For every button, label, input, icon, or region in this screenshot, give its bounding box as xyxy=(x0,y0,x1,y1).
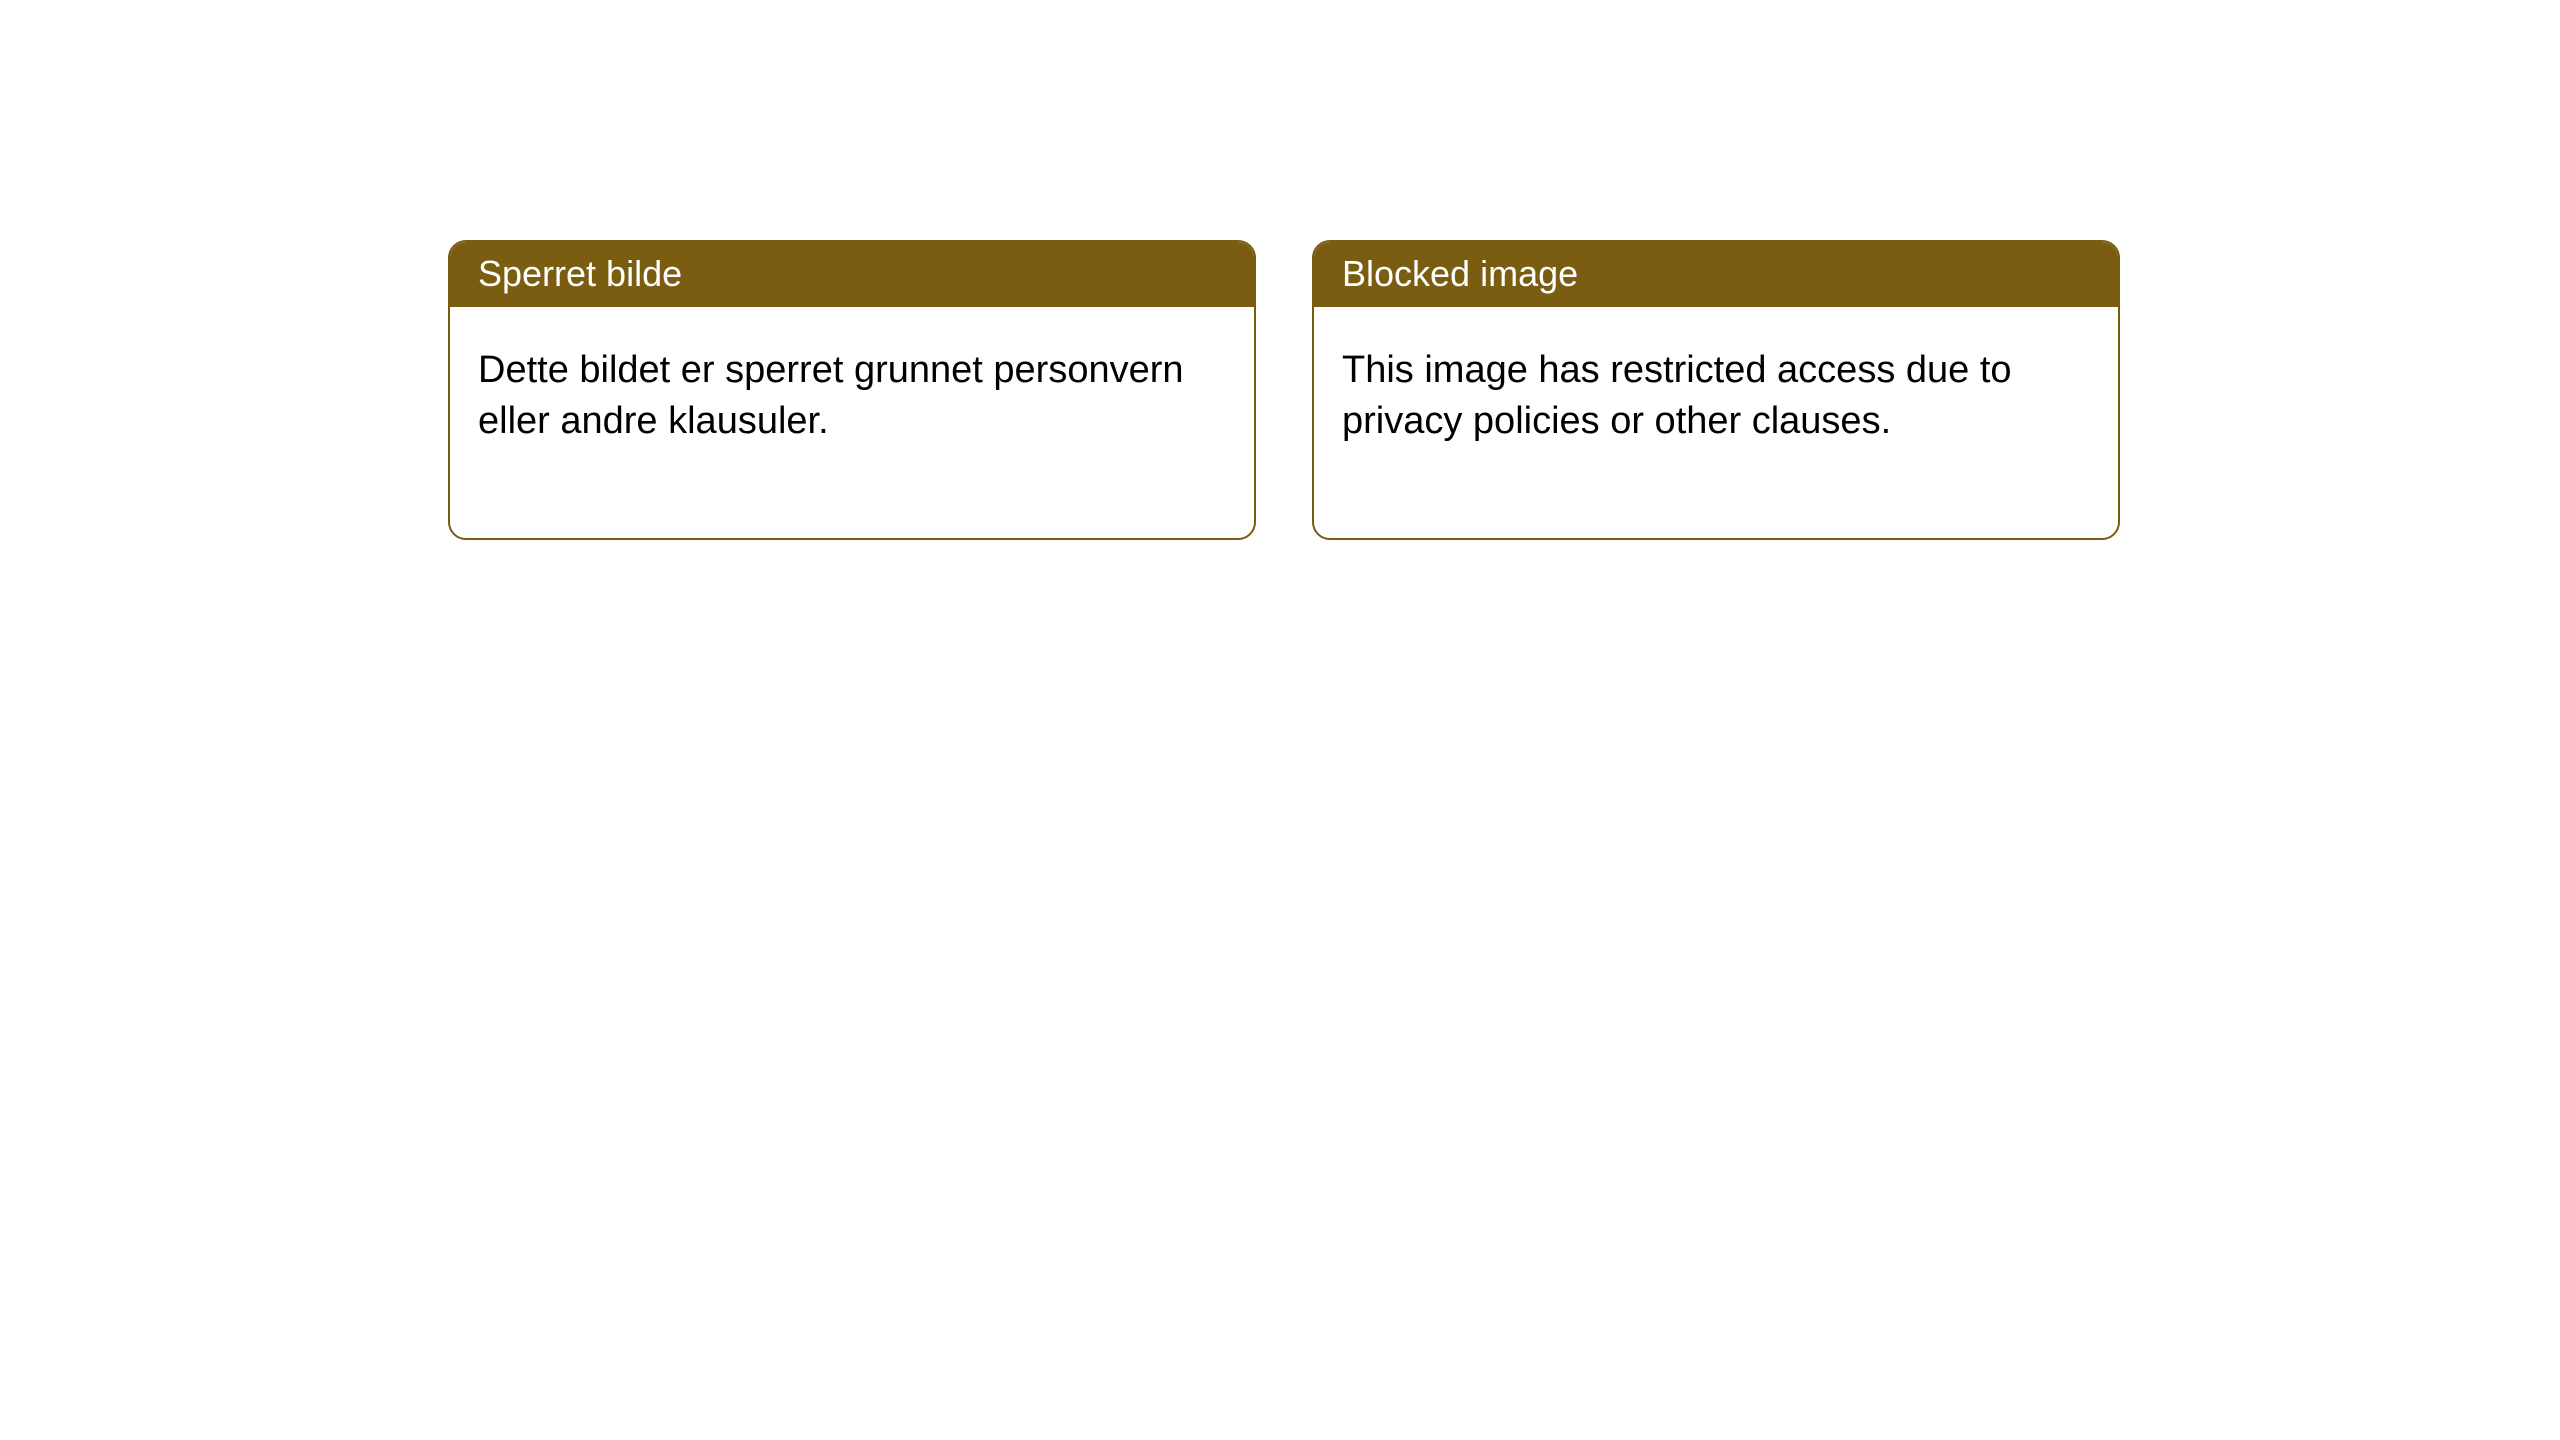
notice-body: Dette bildet er sperret grunnet personve… xyxy=(450,307,1254,538)
notice-body: This image has restricted access due to … xyxy=(1314,307,2118,538)
notice-header: Sperret bilde xyxy=(450,242,1254,307)
notice-container: Sperret bilde Dette bildet er sperret gr… xyxy=(0,0,2560,540)
notice-card-norwegian: Sperret bilde Dette bildet er sperret gr… xyxy=(448,240,1256,540)
notice-card-english: Blocked image This image has restricted … xyxy=(1312,240,2120,540)
notice-header: Blocked image xyxy=(1314,242,2118,307)
